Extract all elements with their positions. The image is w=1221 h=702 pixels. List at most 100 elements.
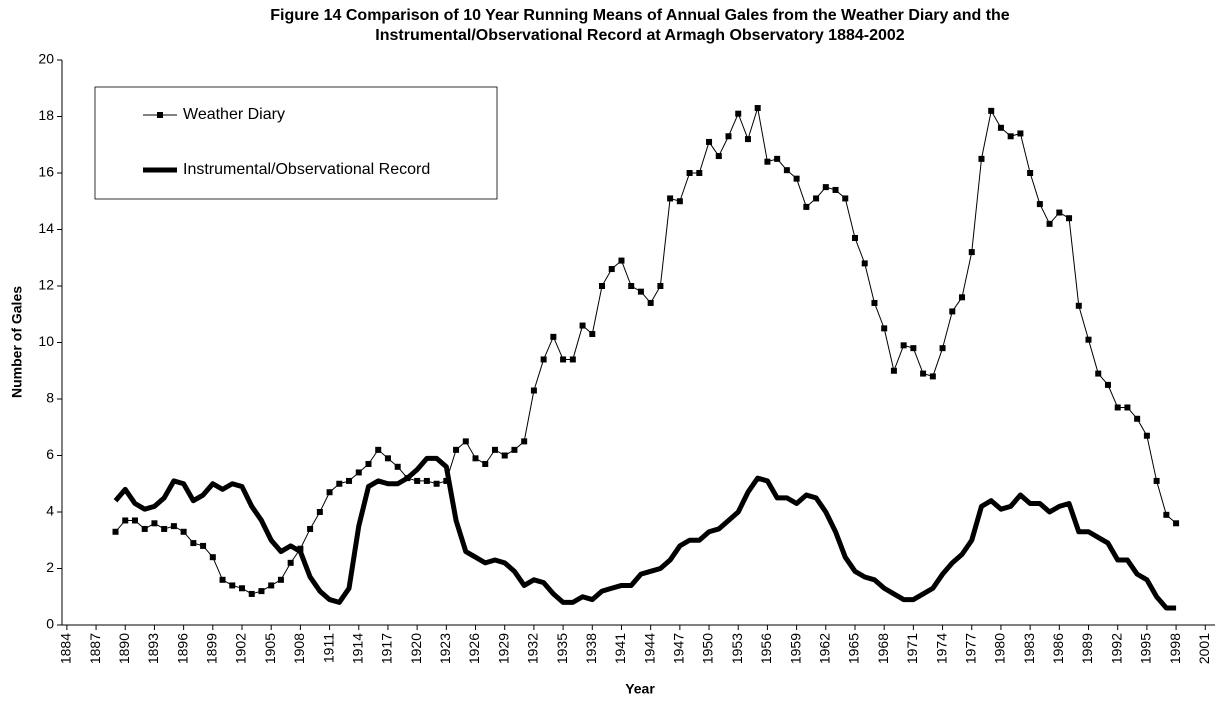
point [968,249,975,256]
point [774,155,781,162]
legend-marker [157,112,163,118]
x-tick-label: 1884 [58,633,74,664]
point [482,460,489,467]
point [1056,209,1063,216]
x-tick-label: 1890 [116,633,132,664]
x-tick-label: 1914 [349,633,365,664]
x-tick-label: 1953 [729,633,745,664]
x-tick-label: 2001 [1196,633,1212,664]
point [842,195,849,202]
point [861,260,868,267]
x-tick-label: 1926 [466,633,482,664]
point [511,446,518,453]
y-tick-label: 18 [38,107,54,123]
series-line [113,455,1177,611]
x-tick-label: 1992 [1108,633,1124,664]
point [803,203,810,210]
x-tick-label: 1917 [379,633,395,664]
x-tick-label: 1962 [817,633,833,664]
point [307,525,314,532]
point [1066,215,1073,222]
x-tick-label: 1938 [583,633,599,664]
x-tick-label: 1998 [1167,633,1183,664]
series-line [115,107,1177,595]
x-tick-label: 1899 [204,633,220,664]
point [696,170,703,176]
point [822,184,829,191]
point [540,356,547,363]
point [384,455,391,462]
x-tick-label: 1956 [758,633,774,664]
y-tick-label: 8 [46,390,54,406]
point [1085,336,1092,343]
x-tick-label: 1902 [233,633,249,664]
x-tick-label: 1995 [1138,633,1154,664]
point [1075,302,1082,309]
point [1017,130,1024,137]
point [287,559,294,566]
x-tick-label: 1923 [437,633,453,664]
x-tick-label: 1977 [962,633,978,664]
legend-label: Weather Diary [183,106,285,123]
y-tick-label: 16 [38,164,54,180]
point [657,283,664,289]
point [550,333,557,340]
point [735,110,742,117]
point [521,438,528,445]
point [579,322,586,329]
point [433,480,440,487]
point [686,170,693,176]
x-tick-label: 1932 [525,633,541,664]
point [881,325,888,332]
x-tick-label: 1941 [612,633,628,664]
point [161,525,168,532]
x-tick-label: 1974 [933,633,949,664]
point [900,342,907,349]
point [910,345,917,352]
point [569,356,576,363]
point [1036,201,1043,208]
point [491,446,498,453]
chart-title: Figure 14 Comparison of 10 Year Running … [270,7,1010,24]
x-tick-label: 1986 [1050,633,1066,664]
x-tick-label: 1929 [495,633,511,664]
point [239,585,246,592]
point [1095,370,1102,377]
point [200,542,207,549]
point [394,463,401,470]
point [920,370,927,377]
point [1027,170,1034,176]
y-tick-label: 6 [46,446,54,462]
x-tick-label: 1983 [1021,633,1037,664]
point [462,438,469,445]
point [1046,220,1053,227]
point [599,283,606,289]
x-tick-label: 1950 [700,633,716,664]
point [414,477,421,484]
x-tick-label: 1920 [408,633,424,664]
point [949,308,956,315]
point [1173,520,1180,527]
legend-box [94,86,498,200]
point [637,288,644,295]
point [560,356,567,363]
point [715,153,722,160]
point [871,299,878,306]
point [180,528,187,535]
point [832,186,839,193]
x-tick-label: 1887 [87,633,103,664]
point [676,198,683,205]
x-tick-label: 1980 [992,633,1008,664]
x-tick-label: 1905 [262,633,278,664]
point [1104,381,1111,388]
point [258,588,265,595]
x-tick-label: 1935 [554,633,570,664]
point [365,460,372,467]
point [783,167,790,174]
point [190,540,197,547]
point [268,582,275,589]
point [754,105,761,112]
point [725,133,732,140]
point [667,195,674,202]
x-tick-label: 1944 [641,633,657,664]
